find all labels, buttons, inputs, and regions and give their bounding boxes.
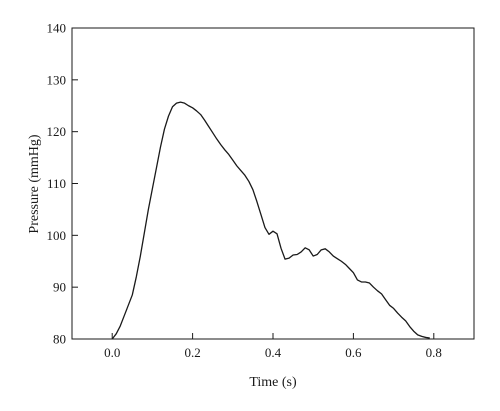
x-tick-label: 0.2 (184, 345, 200, 360)
y-axis-ticks: 80 90 100 110 120 130 140 (47, 21, 78, 347)
y-tick-label: 140 (47, 21, 67, 36)
series-lines (111, 101, 430, 340)
x-axis-ticks: 0.0 0.2 0.4 0.6 0.8 (104, 333, 442, 360)
y-axis-label: Pressure (mmHg) (27, 134, 42, 233)
x-axis-label: Time (s) (249, 375, 297, 390)
y-tick-label: 100 (47, 228, 67, 243)
x-tick-label: 0.4 (265, 345, 282, 360)
y-tick-label: 90 (53, 280, 66, 295)
x-tick-label: 0.8 (426, 345, 442, 360)
y-tick-label: 110 (47, 176, 66, 191)
x-tick-label: 0.0 (104, 345, 120, 360)
x-tick-label: 0.6 (345, 345, 362, 360)
y-tick-label: 80 (53, 332, 66, 347)
y-tick-label: 130 (47, 72, 67, 87)
y-tick-label: 120 (47, 124, 67, 139)
pressure-series-line (111, 101, 430, 340)
